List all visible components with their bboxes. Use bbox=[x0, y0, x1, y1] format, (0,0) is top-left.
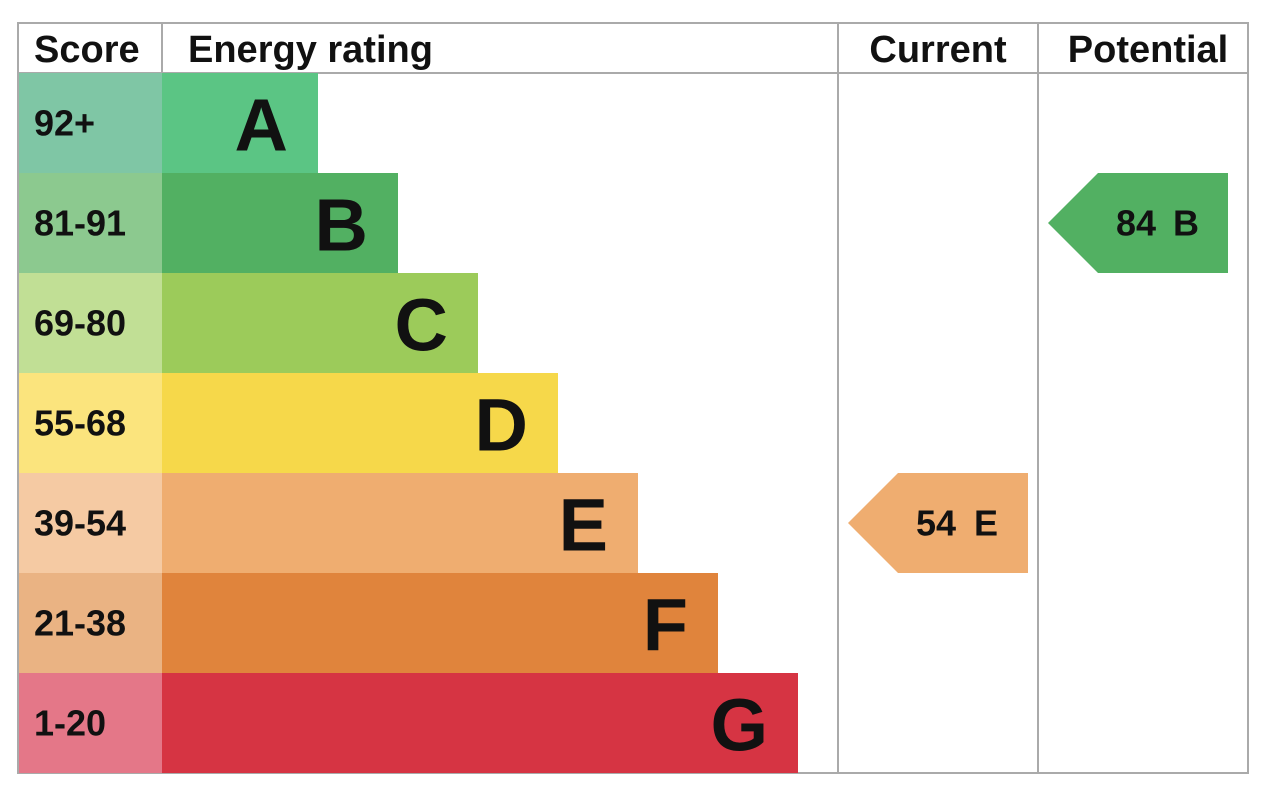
current-arrow bbox=[848, 473, 1028, 573]
header-score: Score bbox=[34, 29, 140, 71]
rating-letter: B bbox=[315, 184, 368, 267]
potential-value: 84 bbox=[1116, 203, 1156, 244]
rating-letter: A bbox=[235, 84, 288, 167]
rating-letter: D bbox=[475, 384, 528, 467]
score-range: 81-91 bbox=[34, 203, 126, 244]
rating-bar bbox=[162, 573, 718, 673]
rating-letter: E bbox=[559, 484, 608, 567]
score-cell bbox=[19, 173, 162, 273]
potential-arrow bbox=[1048, 173, 1228, 273]
score-cell bbox=[19, 373, 162, 473]
rating-bar bbox=[162, 73, 318, 173]
rating-letter: G bbox=[710, 684, 768, 767]
header-current: Current bbox=[869, 29, 1007, 71]
rating-bar bbox=[162, 373, 558, 473]
header-potential: Potential bbox=[1068, 29, 1228, 71]
score-range: 92+ bbox=[34, 103, 95, 144]
rating-bar bbox=[162, 173, 398, 273]
score-range: 1-20 bbox=[34, 703, 106, 744]
rating-letter: F bbox=[643, 584, 688, 667]
rating-letter: C bbox=[395, 284, 448, 367]
score-range: 69-80 bbox=[34, 303, 126, 344]
score-cell bbox=[19, 473, 162, 573]
score-cell bbox=[19, 673, 162, 773]
rating-bar bbox=[162, 673, 798, 773]
header-rating: Energy rating bbox=[188, 29, 433, 71]
score-cell bbox=[19, 273, 162, 373]
current-value: 54 bbox=[916, 503, 956, 544]
score-range: 39-54 bbox=[34, 503, 126, 544]
score-range: 21-38 bbox=[34, 603, 126, 644]
rating-bar bbox=[162, 473, 638, 573]
rating-bar bbox=[162, 273, 478, 373]
potential-letter: B bbox=[1173, 203, 1199, 244]
score-range: 55-68 bbox=[34, 403, 126, 444]
score-cell bbox=[19, 73, 162, 173]
score-cell bbox=[19, 573, 162, 673]
current-letter: E bbox=[974, 503, 998, 544]
